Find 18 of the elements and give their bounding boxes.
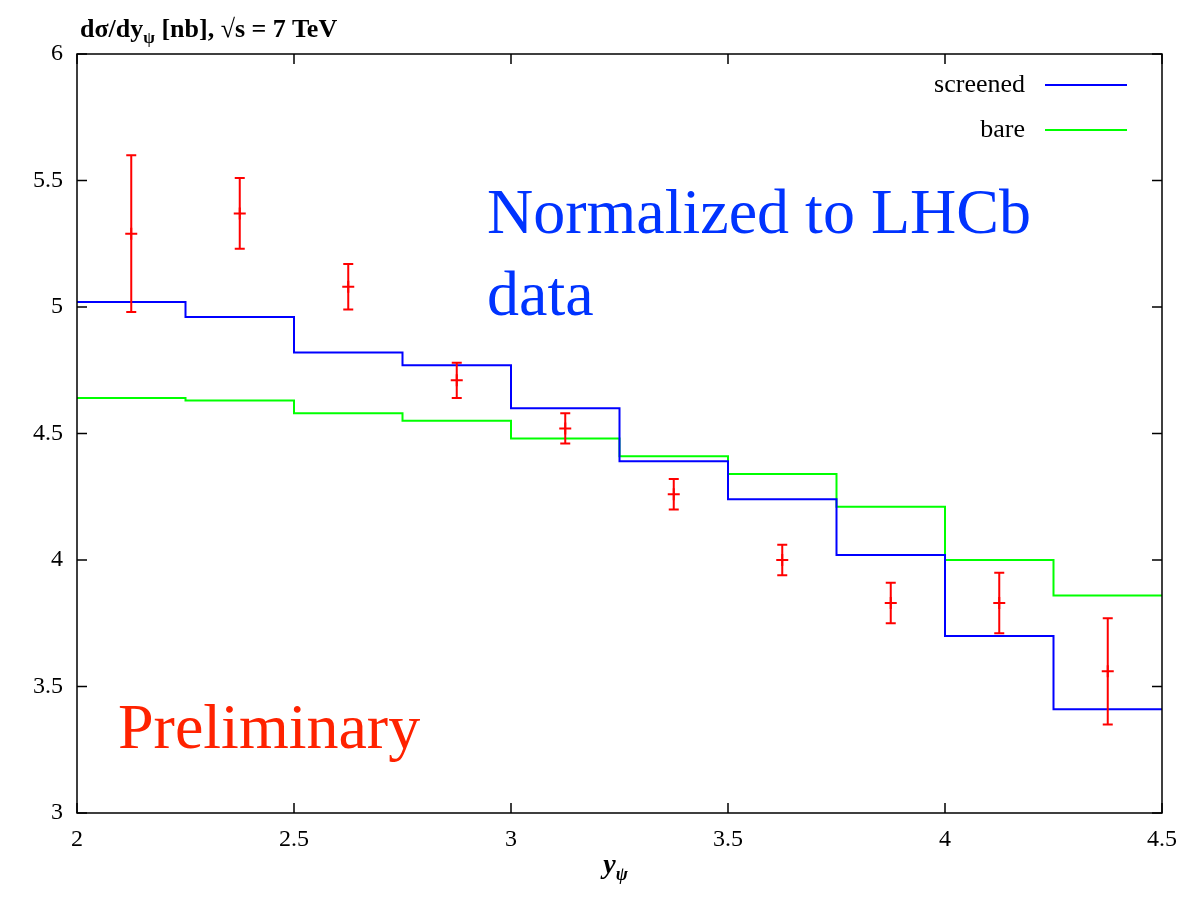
y-tick-label: 5.5 bbox=[33, 165, 63, 192]
x-tick-label: 2 bbox=[71, 824, 83, 851]
annotation: Normalized to LHCb data bbox=[487, 176, 1031, 329]
x-tick-label: 4 bbox=[939, 824, 951, 851]
y-tick-label: 3 bbox=[51, 798, 63, 825]
x-tick-label: 3.5 bbox=[713, 824, 743, 851]
x-tick-label: 2.5 bbox=[279, 824, 309, 851]
y-tick-label: 6 bbox=[51, 39, 63, 66]
legend-label: screened bbox=[934, 68, 1025, 98]
y-tick-label: 5 bbox=[51, 292, 63, 319]
x-tick-label: 3 bbox=[505, 824, 517, 851]
annotation: Preliminary bbox=[118, 691, 421, 762]
y-tick-label: 4 bbox=[51, 545, 63, 572]
chart-title: dσ/dy$_{ψ}$ [nb], √s = 7 TeV bbox=[80, 14, 338, 49]
legend-label: bare bbox=[980, 113, 1025, 143]
y-tick-label: 4.5 bbox=[33, 418, 63, 445]
x-tick-label: 4.5 bbox=[1147, 824, 1177, 851]
y-tick-label: 3.5 bbox=[33, 671, 63, 698]
